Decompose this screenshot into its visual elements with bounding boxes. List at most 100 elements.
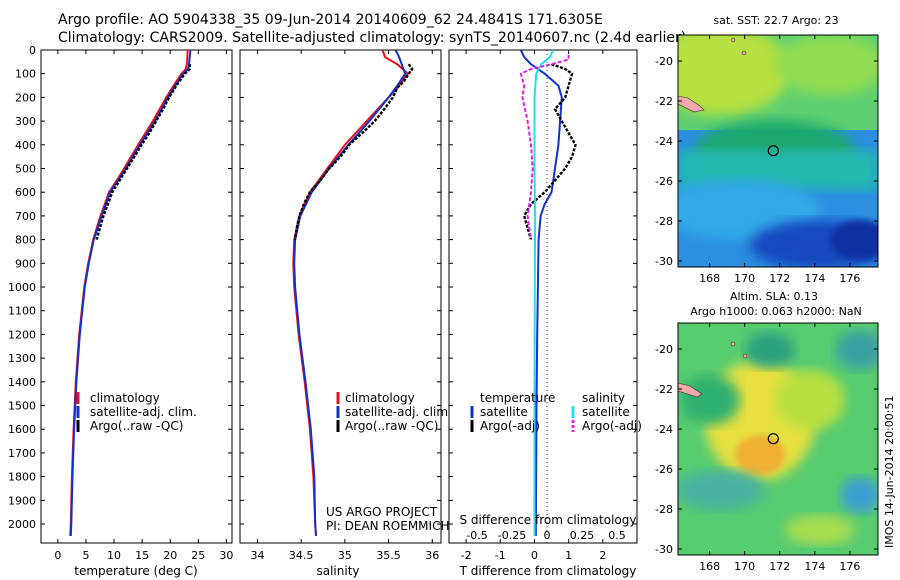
depth-tick-label: 1700 [8, 447, 36, 460]
depth-tick-label: 1100 [8, 305, 36, 318]
lon-tick-label: 170 [734, 560, 755, 573]
lat-tick-label: -28 [655, 503, 673, 516]
salinity-y-ticks [240, 49, 441, 525]
depth-tick-label: 0 [29, 44, 36, 57]
x-tick-label: 34.5 [289, 549, 314, 562]
depth-tick-label: 1800 [8, 471, 36, 484]
depth-tick-label: 800 [15, 234, 36, 247]
series-line-s-satellite [533, 50, 555, 536]
lon-tick-label: 172 [769, 272, 790, 285]
series-line-argo-raw-qc- [293, 63, 414, 240]
x-tick-label: 36 [425, 549, 439, 562]
legend-s-argo-label: Argo(-adj) [582, 419, 642, 433]
t-difference-xlabel: T difference from climatology [459, 564, 637, 578]
salinity-panel: 34 34.5 35 35.5 36 salinity climatology sate… [239, 49, 452, 578]
temperature-xlabel: temperature (deg C) [74, 564, 197, 578]
depth-tick-label: 1200 [8, 328, 36, 341]
sst-map-frame [677, 34, 879, 268]
lon-tick-label: 176 [839, 272, 860, 285]
salinity-x-axis: 34 34.5 35 35.5 36 [250, 50, 439, 562]
legend-salinity-header: salinity [582, 391, 625, 405]
temperature-legend: climatology satellite-adj. clim. Argo(..… [76, 391, 197, 433]
lon-tick-label: 168 [699, 272, 720, 285]
x-tick-label: 25 [191, 549, 205, 562]
depth-tick-label: 2000 [8, 518, 36, 531]
salinity-axes-frame [239, 49, 442, 544]
x-tick-label: 30 [219, 549, 233, 562]
legend-argo-label: Argo(..raw -QC) [345, 419, 438, 433]
lon-tick-label: 174 [804, 560, 825, 573]
depth-tick-label: 700 [15, 210, 36, 223]
depth-tick-label: 1500 [8, 400, 36, 413]
legend-t-argo-label: Argo(-adj) [480, 419, 540, 433]
project-line-2: PI: DEAN ROEMMICH [326, 519, 449, 533]
depth-tick-label: 300 [15, 115, 36, 128]
s-tick-label: 0.5 [608, 529, 626, 542]
sla-map-title-2: Argo h1000: 0.063 h2000: NaN [690, 305, 862, 318]
legend-argo-label: Argo(..raw -QC) [90, 419, 183, 433]
sst-map-axes: 168 170 172 174 176 -20 -22 -24 -26 -28 -30 [655, 35, 878, 285]
header-line-2: Climatology: CARS2009. Satellite-adjuste… [58, 30, 687, 46]
temperature-axes-frame [40, 49, 233, 544]
sla-map-title-1: Altim. SLA: 0.13 [730, 290, 818, 303]
series-line-t-argo-adj- [523, 63, 577, 240]
legend-satellite-label: satellite-adj. clim. [90, 405, 197, 419]
series-line-t-satellite [519, 50, 563, 536]
depth-tick-label: 1300 [8, 352, 36, 365]
lat-tick-label: -30 [655, 255, 673, 268]
sst-map-panel: sat. SST: 22.7 Argo: 23 168 170 172 174 176 -… [655, 14, 879, 285]
legend-climatology-label: climatology [345, 391, 415, 405]
depth-tick-label: 1600 [8, 423, 36, 436]
s-tick-label: -0.5 [466, 529, 487, 542]
lat-tick-label: -30 [655, 543, 673, 556]
sla-map-field [678, 323, 878, 555]
lat-tick-label: -28 [655, 215, 673, 228]
difference-x-axis: -2 -1 0 1 2 [461, 50, 606, 562]
difference-legend: temperature salinity satellite Argo(-adj… [470, 391, 642, 433]
argo-location-marker [767, 145, 779, 157]
depth-tick-label: 400 [15, 139, 36, 152]
legend-s-satellite-label: satellite [582, 405, 630, 419]
s-tick-label: 0.25 [570, 529, 595, 542]
x-tick-label: 10 [107, 549, 121, 562]
sst-map-title: sat. SST: 22.7 Argo: 23 [713, 14, 838, 27]
x-tick-label: 0 [531, 549, 538, 562]
x-tick-label: 35.5 [376, 549, 401, 562]
x-tick-label: 1 [565, 549, 572, 562]
difference-panel: -2 -1 0 1 2 temperature salinity satellite A… [448, 49, 642, 578]
depth-tick-label: 600 [15, 186, 36, 199]
x-tick-label: 0 [54, 549, 61, 562]
depth-axis: 0 100 200 300 400 500 600 700 800 900 1000 1100 1200… [8, 44, 232, 531]
depth-tick-label: 1400 [8, 376, 36, 389]
legend-climatology-label: climatology [90, 391, 160, 405]
depth-tick-label: 500 [15, 163, 36, 176]
lat-tick-label: -20 [655, 343, 673, 356]
series-line-argo-raw-qc- [95, 64, 192, 240]
temperature-panel: 0100200300400500600700800900100011001200… [8, 44, 233, 578]
depth-tick-label: 200 [15, 91, 36, 104]
series-line-s-argo-adj- [519, 54, 570, 240]
s-difference-label: S difference from climatology [460, 513, 637, 527]
x-tick-label: 5 [82, 549, 89, 562]
legend-satellite-label: satellite-adj. clim. [345, 405, 452, 419]
x-tick-label: 2 [599, 549, 606, 562]
lat-tick-label: -26 [655, 175, 673, 188]
sla-map-axes: 168 170 172 174 176 -20 -22 -24 -26 -28 -30 [655, 323, 878, 573]
depth-tick-label: 1000 [8, 281, 36, 294]
sst-map-field [678, 35, 878, 267]
salinity-xlabel: salinity [316, 564, 359, 578]
land-polygon [678, 95, 705, 113]
x-tick-label: 15 [135, 549, 149, 562]
land-polygon [678, 382, 703, 398]
lon-tick-label: 170 [734, 272, 755, 285]
series-line-satellite-adj-clim- [69, 50, 192, 536]
lon-tick-label: 176 [839, 560, 860, 573]
difference-y-ticks [449, 49, 637, 525]
legend-t-satellite-label: satellite [480, 405, 528, 419]
lon-tick-label: 174 [804, 272, 825, 285]
lon-tick-label: 168 [699, 560, 720, 573]
s-difference-ticks: -0.5 -0.25 0 0.25 0.5 [466, 529, 625, 542]
sla-map-panel: Altim. SLA: 0.13 Argo h1000: 0.063 h2000… [655, 290, 879, 573]
sla-map-frame [677, 322, 879, 556]
temperature-x-axis: 0 5 10 15 20 25 30 [54, 50, 233, 562]
